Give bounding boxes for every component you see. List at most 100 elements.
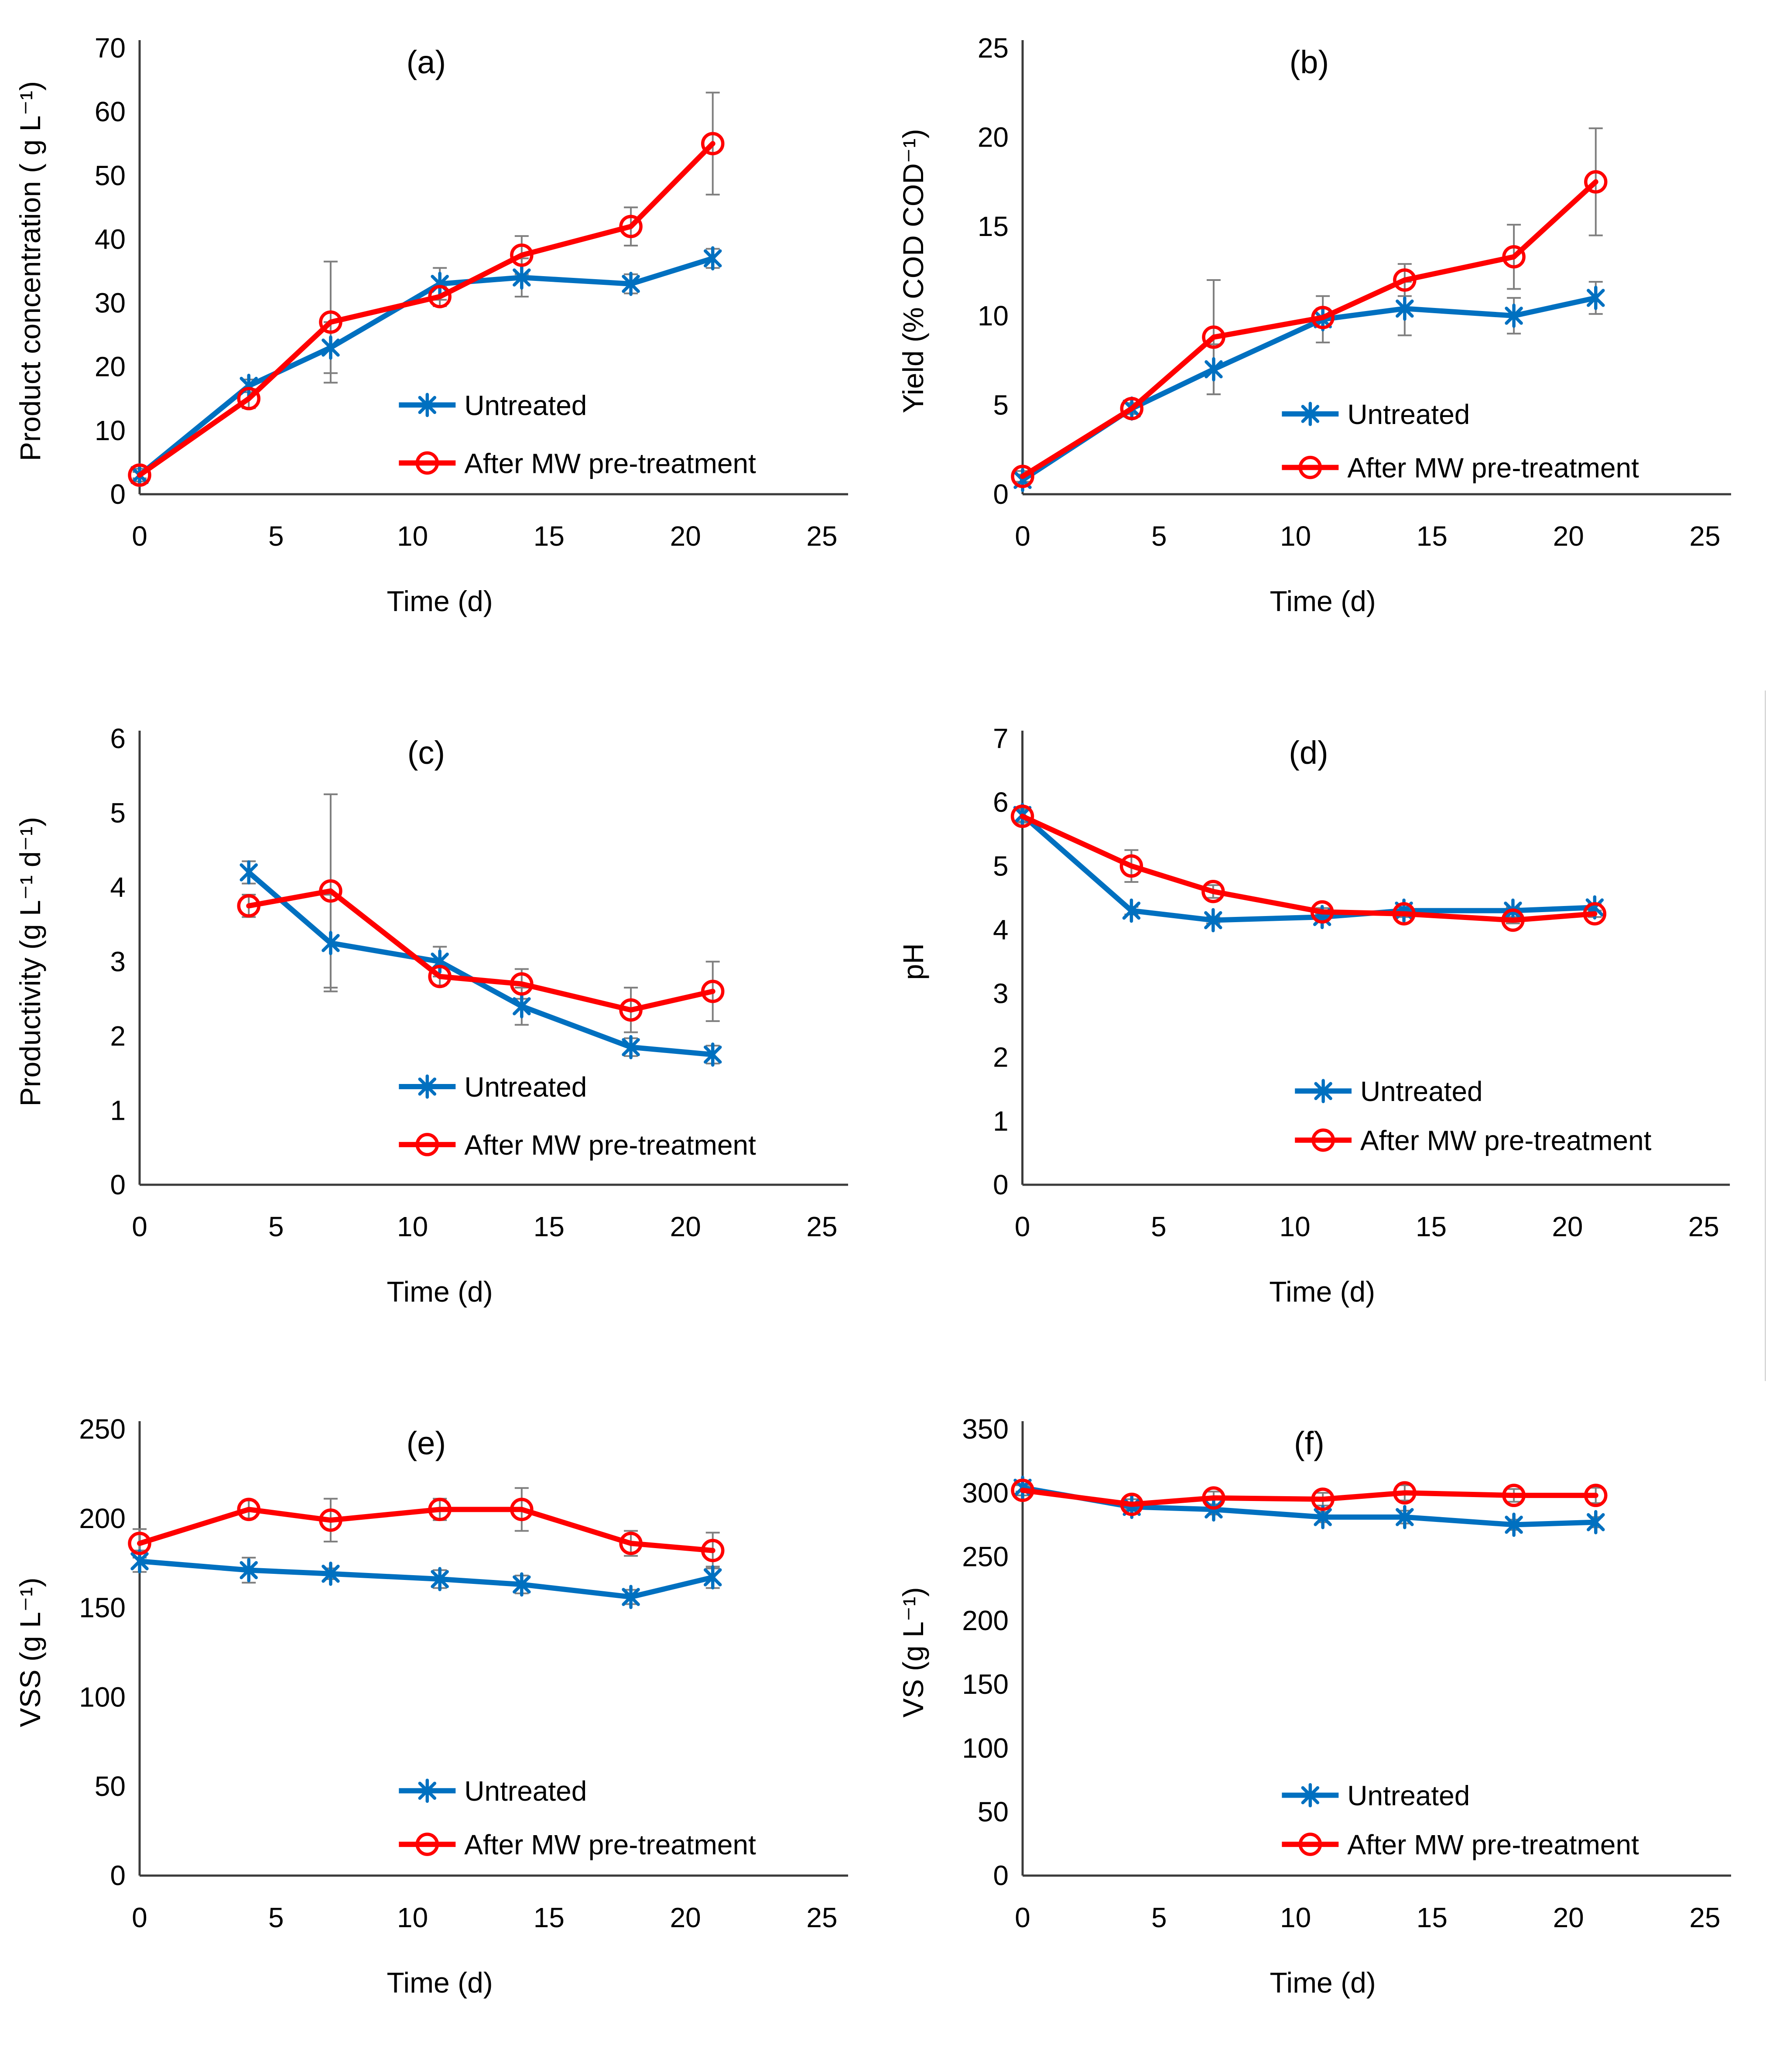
y-tick-label: 3	[993, 978, 1009, 1009]
x-tick-label: 0	[1015, 1902, 1030, 1933]
y-tick-label: 0	[110, 479, 126, 510]
mw-marker	[1011, 465, 1034, 488]
mw-marker	[701, 1539, 725, 1563]
mw-series-line	[246, 888, 715, 1013]
y-tick-label: 150	[962, 1669, 1009, 1700]
untreated-marker	[1204, 908, 1222, 933]
mw-marker	[1120, 1492, 1143, 1516]
untreated-marker	[513, 994, 531, 1019]
x-tick-label: 5	[1151, 1211, 1167, 1242]
panel-label: (f)	[1294, 1425, 1324, 1461]
y-tick-label: 7	[993, 723, 1009, 754]
mw-marker	[619, 998, 643, 1022]
panel-d: 0 1 2 3 4 5 6 7 0 5 10 15 20 25 Time (d) pH (d) Untreated…	[883, 691, 1766, 1381]
legend-label: Untreated	[464, 390, 587, 421]
legend-marker-mw	[1298, 455, 1322, 479]
y-tick-label: 350	[962, 1413, 1009, 1445]
y-tick-label: 0	[993, 479, 1009, 510]
mw-marker	[1311, 306, 1335, 329]
mw-marker	[510, 1498, 534, 1522]
mw-marker	[1393, 268, 1417, 292]
untreated-marker	[622, 1035, 640, 1060]
y-tick-label: 40	[95, 223, 126, 255]
legend-label: After MW pre-treatment	[464, 448, 756, 479]
mw-marker	[1202, 325, 1225, 349]
y-axis-title: Productivity (g L⁻¹ d⁻¹)	[14, 817, 46, 1107]
mw-series-line	[1020, 814, 1598, 923]
untreated-marker	[704, 1042, 722, 1067]
mw-marker	[319, 1508, 342, 1532]
x-tick-label: 0	[132, 1902, 147, 1933]
y-tick-label: 150	[79, 1592, 126, 1624]
legend-marker-mw	[1311, 1128, 1335, 1152]
panel-e: 0 50 100 150 200 250 0 5 10 15 20 25 Time (d) VSS (g …	[0, 1381, 883, 2072]
untreated-marker	[1505, 304, 1523, 328]
chart-c: 0 1 2 3 4 5 6 0 5 10 15 20 25 Time (d) Productivity (g…	[14, 723, 848, 1308]
x-axis-title: Time (d)	[387, 585, 493, 617]
y-tick-label: 50	[978, 1796, 1009, 1827]
y-tick-label: 10	[95, 415, 126, 446]
mw-marker	[1202, 1486, 1225, 1510]
x-tick-label: 25	[1689, 520, 1720, 552]
x-tick-label: 10	[1280, 1211, 1311, 1242]
mw-series-line	[1020, 1487, 1598, 1507]
x-axis-title: Time (d)	[1270, 1966, 1376, 1999]
x-axis-title: Time (d)	[387, 1966, 493, 1999]
x-tick-label: 25	[1688, 1211, 1719, 1242]
mw-marker	[237, 387, 260, 410]
chart-d: 0 1 2 3 4 5 6 7 0 5 10 15 20 25 Time (d) pH (d) Untreated…	[897, 723, 1730, 1308]
y-tick-label: 200	[79, 1503, 126, 1534]
y-tick-label: 10	[978, 300, 1009, 332]
y-tick-label: 4	[993, 914, 1009, 945]
mw-marker	[128, 463, 151, 487]
y-tick-label: 2	[993, 1042, 1009, 1073]
mw-marker	[319, 310, 342, 334]
x-tick-label: 20	[1553, 1902, 1584, 1933]
x-tick-label: 10	[1280, 1902, 1311, 1933]
x-tick-label: 25	[806, 1211, 837, 1242]
y-tick-label: 250	[962, 1541, 1009, 1573]
legend-marker-untreated	[418, 1074, 437, 1099]
y-tick-label: 0	[993, 1169, 1009, 1200]
y-tick-label: 6	[993, 786, 1009, 818]
y-tick-label: 15	[978, 211, 1009, 242]
panel-b: 0 5 10 15 20 25 0 5 10 15 20 25 Time (d) Yield (% COD…	[883, 0, 1766, 691]
panel-label: (b)	[1290, 44, 1329, 80]
legend-label: After MW pre-treatment	[1347, 452, 1639, 484]
mw-marker	[510, 243, 534, 267]
mw-marker	[428, 964, 452, 988]
x-tick-label: 0	[1015, 1211, 1030, 1242]
y-tick-label: 100	[962, 1732, 1009, 1764]
mw-marker	[1393, 1481, 1417, 1505]
mw-series-line	[137, 1507, 715, 1553]
y-axis-title: Yield (% COD COD⁻¹)	[897, 129, 929, 413]
y-axis-title: pH	[897, 943, 929, 980]
untreated-marker	[1505, 1512, 1523, 1537]
y-tick-label: 0	[110, 1169, 126, 1200]
mw-marker	[510, 972, 534, 996]
y-tick-label: 250	[79, 1413, 126, 1445]
untreated-marker	[1122, 898, 1141, 923]
legend-marker-mw	[1298, 1833, 1322, 1856]
mw-marker	[701, 132, 725, 155]
mw-marker	[701, 979, 725, 1003]
y-tick-label: 2	[110, 1020, 126, 1052]
y-axis-title: VS (g L⁻¹)	[897, 1587, 929, 1717]
y-tick-label: 25	[978, 32, 1009, 64]
untreated-marker	[1396, 296, 1414, 321]
x-tick-label: 5	[1151, 520, 1167, 552]
legend-marker-untreated	[1301, 1783, 1320, 1808]
panel-label: (a)	[407, 44, 446, 80]
legend-label: After MW pre-treatment	[464, 1129, 756, 1161]
untreated-marker	[322, 335, 340, 360]
mw-marker	[1201, 879, 1225, 903]
y-tick-label: 30	[95, 287, 126, 319]
mw-marker	[1011, 1478, 1034, 1502]
mw-marker	[1501, 908, 1525, 932]
x-tick-label: 25	[1689, 1902, 1720, 1933]
legend: Untreated After MW pre-treatment	[399, 1775, 756, 1860]
y-tick-label: 300	[962, 1477, 1009, 1508]
chart-e: 0 50 100 150 200 250 0 5 10 15 20 25 Time (d) VSS (g …	[14, 1413, 848, 1999]
mw-marker	[237, 894, 260, 918]
